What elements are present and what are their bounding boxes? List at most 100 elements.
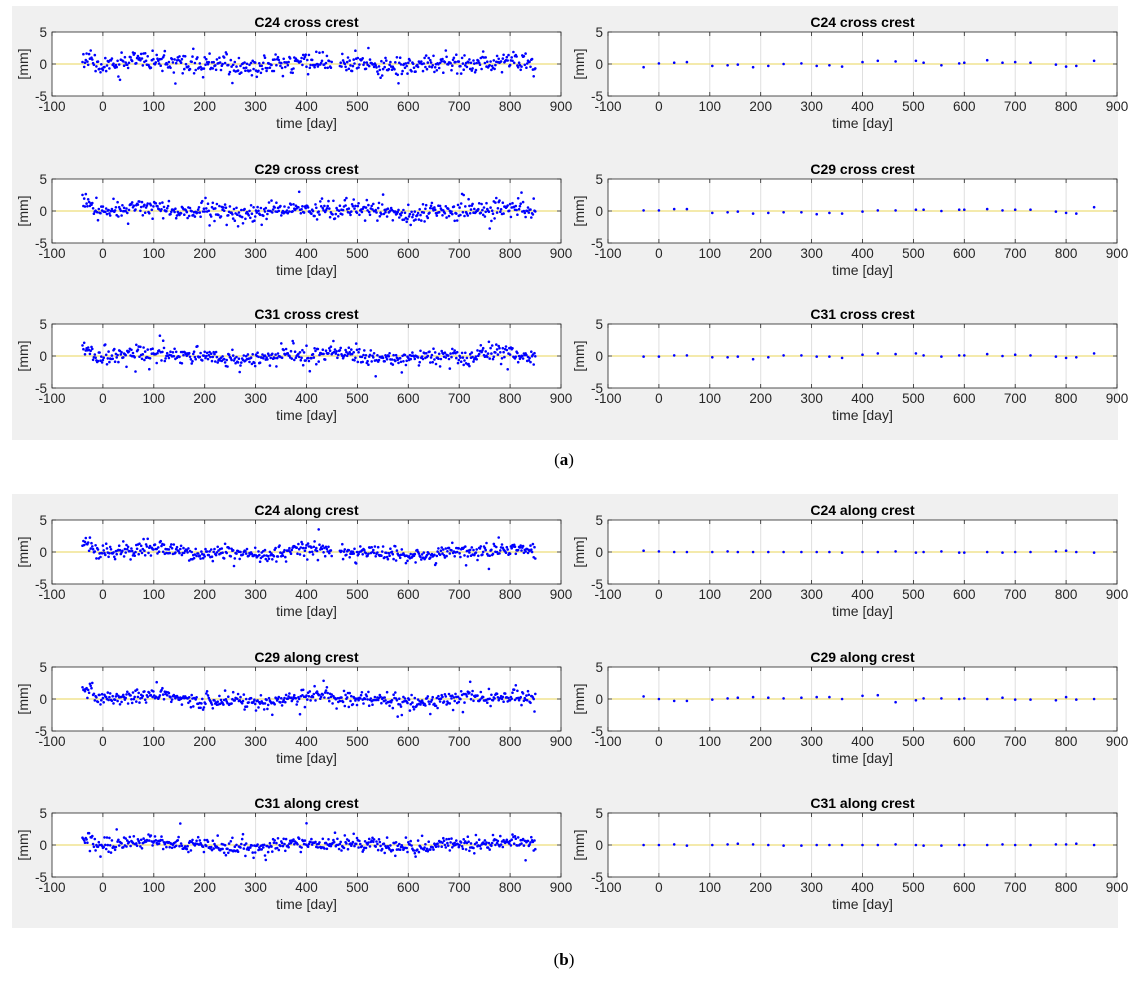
data-point bbox=[112, 551, 115, 554]
data-point bbox=[315, 690, 319, 693]
data-point bbox=[457, 700, 461, 704]
data-point bbox=[143, 211, 147, 214]
data-point bbox=[711, 64, 714, 68]
data-point bbox=[427, 840, 431, 843]
data-point bbox=[270, 199, 273, 202]
data-point bbox=[122, 540, 125, 543]
data-point bbox=[327, 545, 330, 549]
x-tick-label: 800 bbox=[499, 880, 522, 895]
data-point bbox=[433, 208, 437, 211]
x-tick-label: 900 bbox=[1106, 880, 1128, 895]
data-point bbox=[347, 839, 351, 842]
data-point bbox=[348, 691, 352, 695]
data-point bbox=[92, 692, 96, 696]
data-point bbox=[429, 848, 432, 851]
data-point bbox=[254, 209, 258, 212]
data-point bbox=[348, 350, 352, 354]
data-point bbox=[290, 357, 294, 360]
data-point bbox=[325, 847, 329, 851]
data-point bbox=[497, 344, 501, 348]
data-point bbox=[107, 208, 110, 212]
data-point bbox=[239, 695, 242, 699]
data-point bbox=[101, 68, 105, 72]
x-tick-label: 800 bbox=[1055, 391, 1078, 406]
data-point bbox=[441, 841, 444, 844]
data-point bbox=[455, 219, 459, 222]
y-axis-label: [mm] bbox=[15, 340, 31, 371]
data-point bbox=[420, 60, 423, 63]
data-point bbox=[130, 701, 134, 705]
data-point bbox=[519, 68, 522, 72]
x-tick-label: 0 bbox=[99, 587, 107, 602]
data-point bbox=[133, 52, 136, 55]
data-point bbox=[185, 354, 189, 358]
data-point bbox=[383, 65, 387, 69]
data-point bbox=[1001, 696, 1004, 699]
data-point bbox=[449, 352, 452, 355]
data-point bbox=[271, 713, 274, 717]
data-point bbox=[260, 223, 264, 227]
data-point bbox=[284, 700, 287, 704]
data-point bbox=[1013, 550, 1017, 554]
data-point bbox=[108, 844, 112, 847]
data-point bbox=[100, 355, 103, 358]
data-point bbox=[401, 69, 404, 73]
data-point bbox=[495, 841, 499, 845]
data-point bbox=[318, 51, 321, 54]
data-point bbox=[351, 703, 355, 706]
subplot-title: C31 along crest bbox=[810, 795, 915, 811]
data-point bbox=[88, 849, 92, 853]
data-point bbox=[403, 211, 407, 215]
data-point bbox=[256, 699, 259, 702]
data-point bbox=[374, 375, 378, 378]
data-point bbox=[477, 59, 480, 63]
data-point bbox=[340, 696, 343, 699]
data-point bbox=[257, 69, 260, 73]
data-point bbox=[291, 71, 295, 75]
x-tick-label: 600 bbox=[397, 246, 420, 261]
data-point bbox=[126, 839, 129, 842]
data-point bbox=[170, 57, 174, 61]
data-point bbox=[143, 52, 147, 55]
data-point bbox=[275, 201, 278, 204]
data-point bbox=[963, 551, 966, 554]
x-tick-label: 300 bbox=[800, 880, 823, 895]
data-point bbox=[142, 346, 145, 349]
data-point bbox=[266, 703, 270, 707]
data-point bbox=[202, 354, 206, 358]
data-point bbox=[139, 52, 143, 56]
data-point bbox=[235, 206, 238, 210]
data-point bbox=[359, 693, 363, 697]
data-point bbox=[367, 837, 371, 841]
data-point bbox=[469, 208, 473, 211]
data-point bbox=[120, 700, 123, 704]
x-tick-label: 700 bbox=[1004, 734, 1027, 749]
data-point bbox=[132, 204, 136, 207]
data-point bbox=[136, 348, 140, 352]
data-point bbox=[179, 61, 183, 64]
data-point bbox=[251, 59, 254, 63]
x-axis-label: time [day] bbox=[276, 407, 337, 423]
data-point bbox=[108, 836, 111, 840]
data-point bbox=[1054, 843, 1058, 846]
data-point bbox=[110, 354, 114, 357]
data-point bbox=[193, 355, 197, 359]
data-point bbox=[405, 846, 409, 850]
data-point bbox=[343, 62, 347, 66]
data-point bbox=[530, 57, 534, 61]
data-point bbox=[464, 848, 468, 851]
data-point bbox=[468, 691, 471, 694]
data-point bbox=[297, 355, 301, 359]
data-point bbox=[130, 547, 133, 550]
data-point bbox=[249, 69, 252, 72]
data-point bbox=[321, 50, 325, 54]
data-point bbox=[1001, 209, 1004, 212]
data-point bbox=[258, 846, 261, 849]
data-point bbox=[1064, 843, 1068, 846]
data-point bbox=[247, 701, 250, 704]
data-point bbox=[273, 703, 277, 706]
data-point bbox=[161, 847, 165, 851]
data-point bbox=[332, 840, 336, 844]
data-point bbox=[508, 63, 512, 67]
data-point bbox=[428, 65, 431, 68]
